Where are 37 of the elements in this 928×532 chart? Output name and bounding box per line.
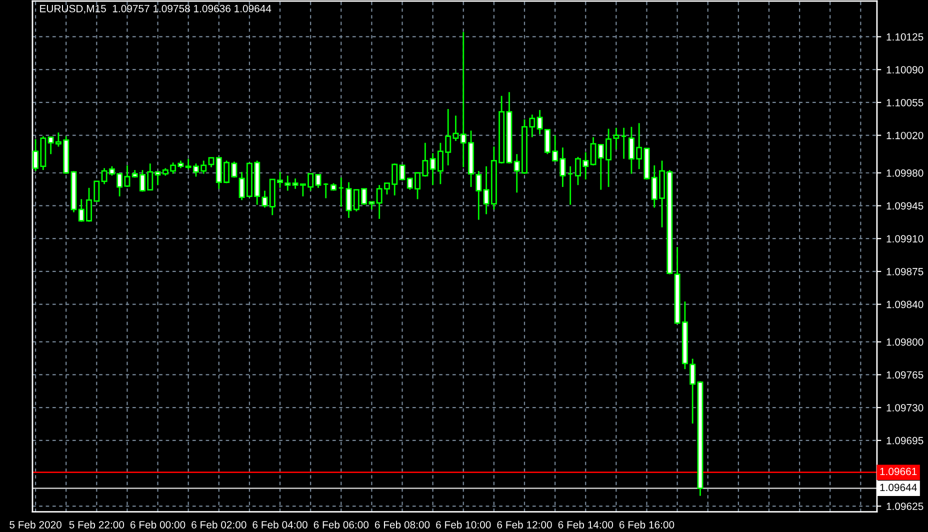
y-tick-label: 1.10090 — [886, 66, 924, 74]
x-tick-label: 6 Feb 06:00 — [314, 520, 369, 528]
x-tick-label: 6 Feb 14:00 — [558, 520, 614, 528]
ref-line-label: 1.09644 — [880, 484, 917, 492]
y-tick-label: 1.10055 — [886, 98, 924, 106]
y-tick-label: 1.10020 — [886, 132, 924, 140]
candlestick — [322, 182, 329, 199]
ref-line-label: 1.09661 — [880, 468, 917, 476]
candlestick — [567, 166, 574, 206]
chart-title: EURUSD,M15 1.09757 1.09758 1.09636 1.09644 — [40, 4, 272, 14]
x-tick-label: 6 Feb 08:00 — [374, 520, 430, 528]
candlestick — [338, 176, 344, 208]
y-tick-label: 1.09800 — [886, 338, 924, 346]
x-tick-label: 6 Feb 00:00 — [130, 520, 186, 528]
y-tick-label: 1.09875 — [886, 268, 924, 276]
candlestick — [590, 136, 596, 166]
y-tick-label: 1.09980 — [886, 169, 924, 177]
y-tick-label: 1.09625 — [886, 502, 924, 510]
candlestick — [399, 164, 406, 182]
candlestick — [452, 114, 459, 142]
x-tick-label: 5 Feb 2020 — [10, 520, 62, 528]
x-tick-label: 6 Feb 02:00 — [192, 520, 246, 528]
x-tick-label: 6 Feb 16:00 — [619, 520, 674, 528]
candlestick — [620, 127, 627, 160]
y-tick-label: 1.09840 — [886, 300, 924, 308]
candlestick — [262, 190, 268, 208]
y-tick-label: 1.09695 — [886, 436, 924, 444]
x-tick-label: 6 Feb 10:00 — [436, 520, 491, 528]
x-tick-label: 5 Feb 22:00 — [69, 520, 124, 528]
y-tick-label: 1.10125 — [886, 33, 924, 41]
x-tick-label: 6 Feb 04:00 — [252, 520, 308, 528]
y-tick-label: 1.09945 — [886, 202, 924, 210]
x-tick-label: 6 Feb 12:00 — [497, 520, 552, 528]
y-tick-label: 1.09910 — [886, 235, 924, 242]
y-tick-label: 1.09730 — [886, 404, 924, 412]
candlestick — [208, 157, 214, 168]
y-tick-label: 1.09765 — [886, 371, 924, 379]
